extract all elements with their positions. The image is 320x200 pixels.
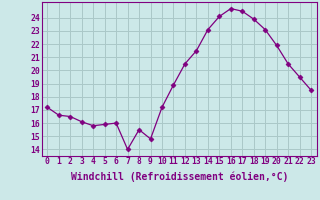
X-axis label: Windchill (Refroidissement éolien,°C): Windchill (Refroidissement éolien,°C)	[70, 172, 288, 182]
